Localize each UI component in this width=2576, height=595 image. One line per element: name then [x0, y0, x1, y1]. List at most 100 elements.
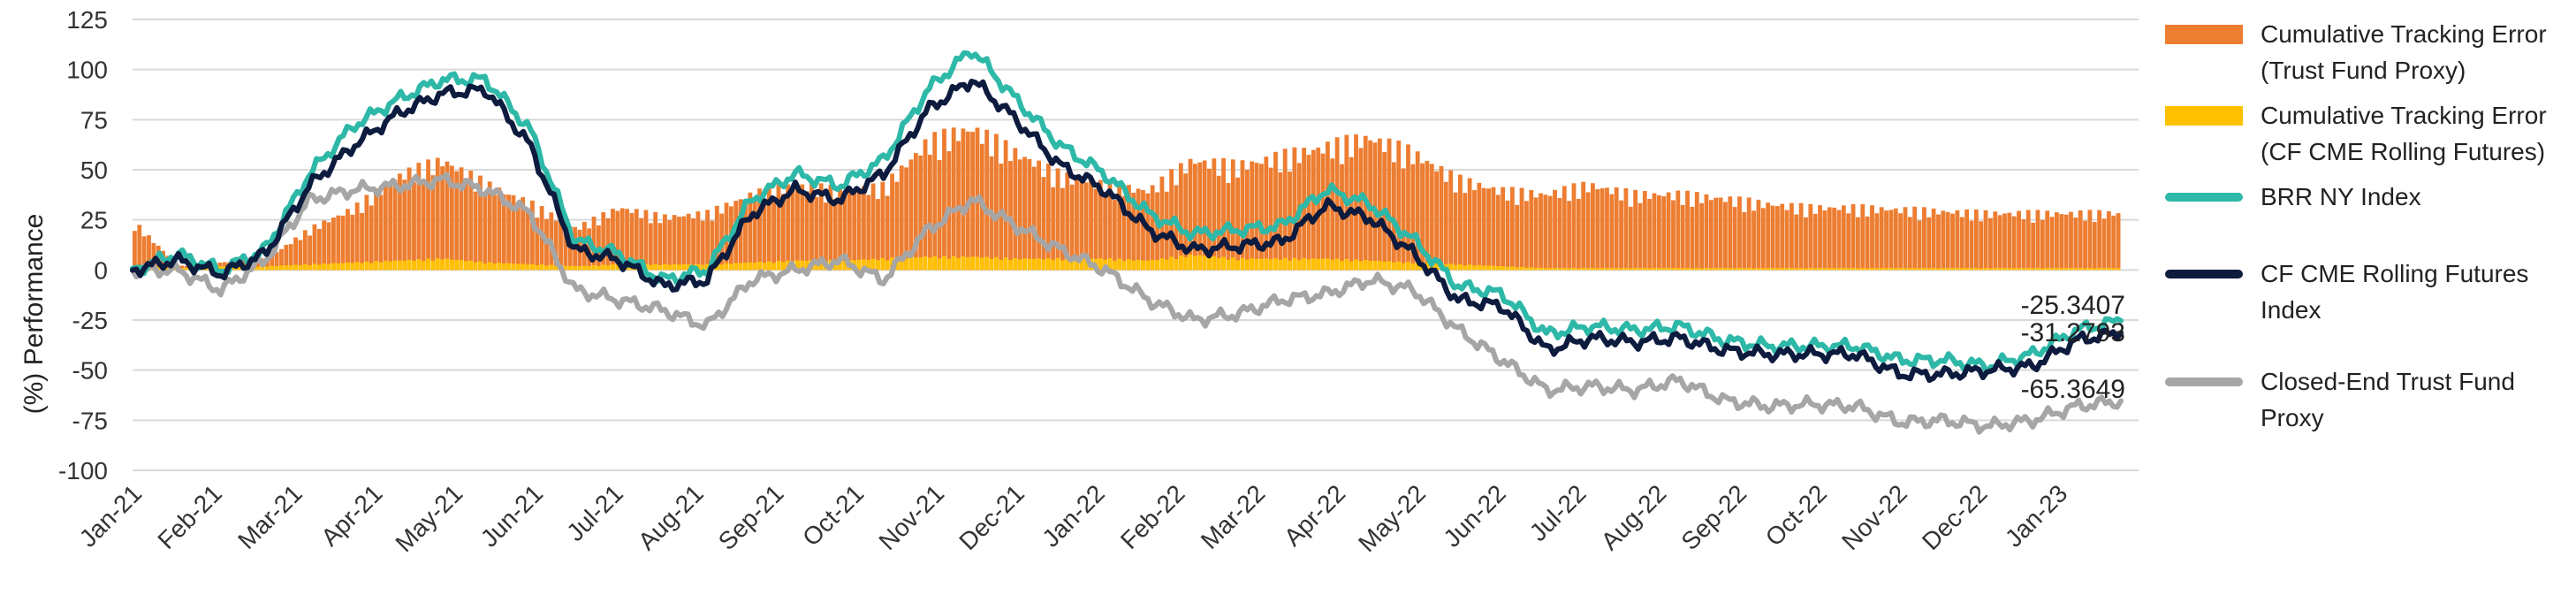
bar-trust: [1401, 168, 1406, 271]
bar-cf: [360, 263, 364, 271]
bar-trust: [757, 188, 762, 271]
bar-cf: [1244, 259, 1250, 271]
bar-cf: [1216, 257, 1221, 271]
bar-trust: [629, 212, 635, 271]
bar-cf: [398, 260, 402, 271]
bar-cf: [1008, 259, 1013, 271]
bar-trust: [1728, 196, 1733, 271]
bar-cf: [597, 265, 601, 271]
bar-cf: [515, 263, 521, 271]
bar-cf: [2035, 268, 2040, 271]
bar-trust: [1766, 202, 1771, 271]
bar-trust: [1069, 184, 1075, 271]
bar-cf: [1723, 268, 1728, 271]
bar-cf: [757, 262, 762, 271]
bar-cf: [2092, 268, 2097, 271]
bar-cf: [2111, 268, 2116, 271]
bar-cf: [862, 259, 866, 271]
bar-cf: [870, 258, 876, 271]
bar-trust: [2101, 218, 2107, 271]
bar-trust: [1060, 187, 1065, 271]
bar-trust: [1959, 217, 1964, 271]
bar-cf: [611, 263, 615, 271]
bar-cf: [677, 264, 681, 271]
bar-cf: [1117, 258, 1122, 271]
legend-item-cf-cme[interactable]: CF CME Rolling Futures Index: [2165, 256, 2563, 328]
bar-trust: [1539, 193, 1543, 271]
legend-item-tracking-error-trust[interactable]: Cumulative Tracking Error (Trust Fund Pr…: [2165, 16, 2563, 88]
bar-cf: [1320, 258, 1326, 271]
bar-trust: [1708, 200, 1714, 271]
bar-trust: [928, 155, 932, 271]
bar-cf: [1732, 268, 1737, 271]
bar-cf: [573, 266, 578, 271]
bar-cf: [511, 263, 516, 271]
legend-item-tracking-error-cf[interactable]: Cumulative Tracking Error (CF CME Rollin…: [2165, 97, 2563, 170]
bar-trust: [2055, 212, 2059, 271]
bar-trust: [700, 220, 705, 271]
bar-cf: [2087, 268, 2093, 271]
bar-trust: [279, 248, 284, 271]
bar-trust: [1822, 210, 1828, 271]
bar-trust: [1127, 185, 1131, 271]
bar-cf: [1955, 268, 1960, 271]
bar-trust: [350, 214, 355, 271]
bar-cf: [1069, 259, 1075, 271]
bar-cf: [487, 262, 492, 271]
bar-cf: [876, 260, 880, 271]
legend-item-closed-end[interactable]: Closed-End Trust Fund Proxy: [2165, 363, 2563, 436]
bar-trust: [1680, 204, 1685, 271]
x-tick-label: Jun-21: [475, 479, 548, 552]
bar-cf: [1988, 268, 1993, 271]
bar-cf: [217, 266, 223, 271]
bar-cf: [591, 264, 597, 271]
bar-trust: [1742, 211, 1747, 271]
legend-item-brr-ny[interactable]: BRR NY Index: [2165, 179, 2563, 215]
bar-cf: [937, 258, 942, 271]
bar-cf: [1112, 260, 1117, 271]
bar-cf: [1254, 258, 1259, 271]
legend-label: Cumulative Tracking Error (Trust Fund Pr…: [2261, 20, 2547, 84]
bar-cf: [1107, 258, 1113, 271]
bar-cf: [1979, 268, 1984, 271]
bar-cf: [942, 256, 946, 271]
bar-trust: [430, 175, 436, 271]
bar-trust: [1870, 205, 1874, 271]
bar-cf: [1098, 258, 1103, 271]
bar-cf: [1509, 266, 1515, 271]
y-tick-label: -100: [58, 457, 108, 484]
bar-trust: [1117, 181, 1122, 271]
bar-cf: [1051, 260, 1056, 271]
bar-trust: [1600, 187, 1605, 271]
bar-cf: [530, 263, 535, 271]
bar-trust: [1638, 202, 1643, 271]
bars-layer: [133, 127, 2121, 271]
bar-cf: [1387, 261, 1392, 271]
bar-trust: [265, 259, 270, 271]
bar-cf: [894, 259, 900, 271]
bar-cf: [1941, 268, 1946, 271]
bar-trust: [752, 201, 757, 271]
bar-cf: [923, 256, 928, 271]
bar-cf: [1694, 268, 1699, 271]
bar-cf: [748, 262, 753, 271]
bar-cf: [279, 265, 284, 271]
legend-line-cf-cme: [2165, 270, 2243, 278]
bar-trust: [1997, 215, 2002, 271]
bar-cf: [1780, 268, 1785, 271]
bar-cf: [1060, 260, 1065, 271]
bar-trust: [1562, 186, 1567, 271]
bar-cf: [885, 260, 890, 271]
bar-trust: [695, 211, 701, 271]
legend-label: Closed-End Trust Fund Proxy: [2261, 368, 2515, 431]
bar-cf: [965, 256, 970, 271]
bar-trust: [544, 218, 549, 271]
bar-cf: [497, 263, 502, 271]
bar-cf: [961, 256, 966, 271]
bar-trust: [2025, 210, 2031, 271]
bar-cf: [1207, 256, 1212, 271]
legend-swatch-tracking-error-trust: [2165, 25, 2243, 44]
bar-cf: [1250, 258, 1255, 271]
bar-trust: [464, 181, 468, 271]
bar-trust: [274, 252, 279, 271]
